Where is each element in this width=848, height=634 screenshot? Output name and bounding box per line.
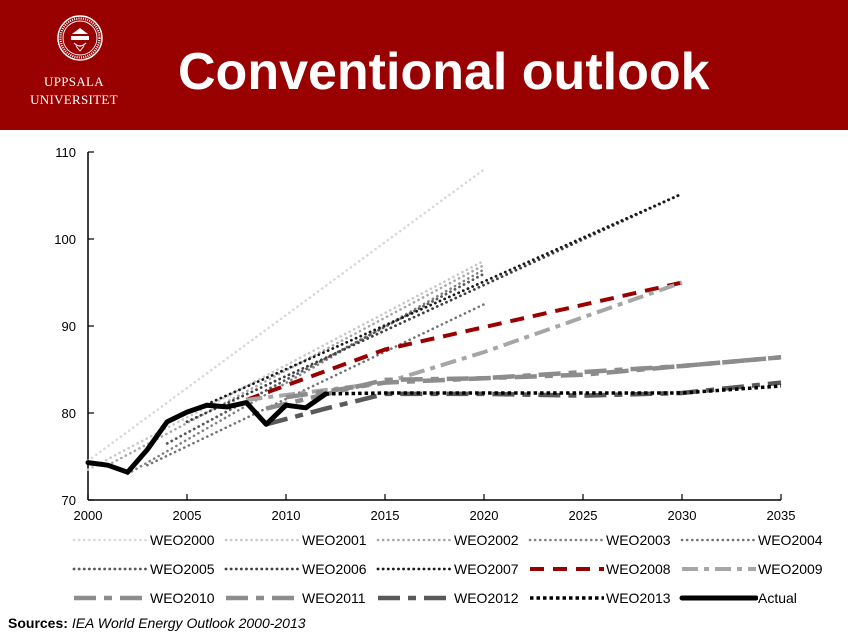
logo-text-universitet: UNIVERSITET [30,92,118,107]
legend-item: WEO2001 [222,530,367,550]
legend-label: WEO2008 [606,561,671,577]
legend-label: WEO2013 [606,590,671,606]
series-line-weo2011 [285,355,782,400]
legend-swatch [226,595,300,601]
x-tick-label: 2030 [668,508,697,523]
legend-swatch [376,538,454,542]
university-logo: UPPSALA UNIVERSITET [18,14,130,114]
legend-swatch [376,567,454,571]
series-line-actual [85,391,329,475]
line-chart: 2000 2005 2010 2015 2020 2025 2030 2035 70 80 90 10… [54,145,796,523]
legend-item: WEO2006 [222,559,367,579]
university-seal-icon [57,15,103,61]
legend-item: WEO2012 [374,588,519,608]
x-tick-label: 2000 [74,508,103,523]
legend-label: WEO2011 [302,590,366,606]
x-tick-label: 2025 [569,508,598,523]
legend-item: WEO2000 [70,530,215,550]
legend-label: WEO2002 [454,532,519,548]
y-tick-label: 80 [62,406,76,421]
logo-text-uppsala: UPPSALA [44,74,104,89]
x-tick-label: 2020 [470,508,499,523]
legend-swatch [378,595,452,601]
series-line-weo2013 [325,384,782,396]
legend-swatch [530,567,604,571]
legend-swatch [74,595,148,601]
series-line-weo2004 [146,302,486,467]
x-tick-label: 2010 [272,508,301,523]
legend-label: WEO2010 [150,590,215,606]
legend-item: WEO2009 [678,559,823,579]
sources-text: IEA World Energy Outlook 2000-2013 [71,615,306,631]
legend-item: WEO2013 [526,588,671,608]
sources-note: Sources: IEA World Energy Outlook 2000-2… [8,615,306,631]
legend-swatch [530,596,604,600]
legend-swatch [72,567,150,571]
legend-swatch [224,538,302,542]
series-line-weo2003 [126,268,486,476]
legend-label: WEO2009 [758,561,823,577]
y-tick-label: 70 [62,493,76,508]
legend-swatch [682,567,756,571]
legend-label: WEO2000 [150,532,215,548]
chart-axes [87,152,781,501]
x-tick-label: 2015 [371,508,400,523]
legend-label: Actual [758,590,797,606]
series-line-weo2008 [245,280,683,402]
y-tick-label: 110 [55,145,76,160]
legend-swatch [680,538,758,542]
legend-item: WEO2008 [526,559,671,579]
legend-label: WEO2012 [454,590,519,606]
series-line-weo2007 [205,192,684,406]
legend-swatch [224,567,302,571]
sources-label: Sources: [8,615,68,631]
series-line-weo2009 [246,280,683,402]
page-title: Conventional outlook [178,43,710,101]
legend-label: WEO2001 [302,532,367,548]
legend-label: WEO2003 [606,532,671,548]
legend-item: WEO2011 [222,588,366,608]
legend-label: WEO2006 [302,561,367,577]
header-banner: UPPSALA UNIVERSITET Conventional outlook [0,0,848,130]
legend-item: WEO2003 [526,530,671,550]
legend-item: WEO2007 [374,559,519,579]
chart-legend: WEO2000 WEO2001 WEO2002 WEO2003 WEO2004 WEO20… [70,530,823,608]
legend-label: WEO2007 [454,561,519,577]
legend-label: WEO2005 [150,561,215,577]
legend-swatch [528,538,606,542]
legend-item: WEO2004 [678,530,823,550]
legend-item: WEO2002 [374,530,519,550]
legend-label: WEO2004 [758,532,823,548]
legend-item: WEO2005 [70,559,215,579]
x-tick-label: 2035 [767,508,796,523]
y-tick-label: 100 [54,232,76,247]
x-tick-label: 2005 [173,508,202,523]
legend-swatch [679,595,758,601]
legend-item: WEO2010 [70,588,215,608]
legend-swatch [72,538,150,542]
series-line-weo2000 [86,168,486,463]
legend-item: Actual [678,588,797,608]
y-tick-label: 90 [62,319,76,334]
series-line-weo2001 [86,259,486,471]
